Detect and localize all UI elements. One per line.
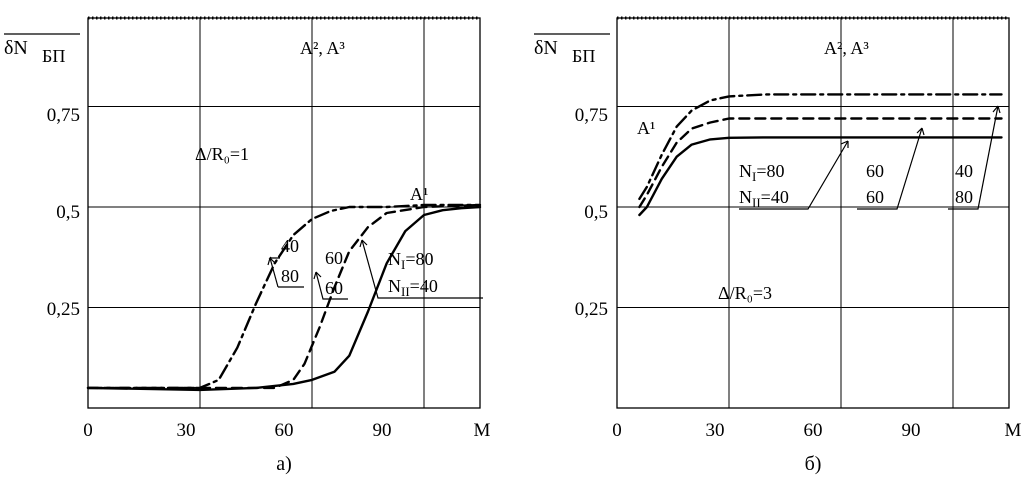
xtick-a-0: 0 bbox=[83, 420, 93, 441]
annotation-60a-a: 60 bbox=[325, 248, 343, 268]
panel-label-a: а) bbox=[276, 453, 292, 475]
annotation-a1-a: A¹ bbox=[410, 184, 428, 204]
xtick-b-30: 30 bbox=[706, 420, 725, 441]
panel-label-b: б) bbox=[805, 453, 822, 475]
ylabel-sub-a: БП bbox=[42, 46, 65, 66]
annotation-nii-b: NII=40 bbox=[739, 187, 789, 210]
xtick-b-90: 90 bbox=[902, 420, 921, 441]
arrow-60-a bbox=[313, 271, 322, 280]
ylabel-sub-b: БП bbox=[572, 46, 595, 66]
grid-a bbox=[87, 16, 481, 409]
xlabel-a: M bbox=[474, 420, 491, 441]
series-a bbox=[86, 203, 482, 392]
series-line-dashdot bbox=[86, 203, 482, 390]
annotation-60b-b: 60 bbox=[866, 187, 884, 207]
plot-frame bbox=[616, 17, 1010, 409]
xtick-a-90: 90 bbox=[373, 420, 392, 441]
ytick-b-05: 0,5 bbox=[584, 202, 608, 223]
arrow-4080-b bbox=[992, 105, 1001, 114]
series-line-dashed bbox=[86, 203, 482, 390]
annotation-60a-b: 60 bbox=[866, 161, 884, 181]
arrow-nin-a bbox=[359, 239, 368, 248]
annotation-ratio-b: Δ/R₀=3 bbox=[718, 283, 772, 303]
series-line-solid bbox=[86, 205, 482, 392]
arrow-60-b bbox=[916, 127, 925, 136]
ytick-a-025: 0,25 bbox=[47, 299, 80, 320]
annotation-ratio-a: Δ/R₀=1 bbox=[195, 144, 249, 164]
xtick-a-60: 60 bbox=[275, 420, 294, 441]
annotation-a1-b: A¹ bbox=[637, 118, 655, 138]
annotation-80-b: 80 bbox=[955, 187, 973, 207]
ytick-b-075: 0,75 bbox=[575, 105, 608, 126]
series-line-solid bbox=[638, 136, 1003, 217]
panel-a: δN БП 0,25 0,5 0,75 0 30 60 90 M A², A³ … bbox=[4, 16, 491, 475]
leader-60-a bbox=[315, 271, 348, 300]
panel-b: δN БП 0,25 0,5 0,75 0 30 60 90 M A², A³ … bbox=[534, 16, 1022, 475]
annotation-ni-a: NI=80 bbox=[388, 249, 434, 272]
series-line-dashed bbox=[638, 117, 1003, 209]
leader-4080-b bbox=[948, 105, 999, 210]
annotation-40-b: 40 bbox=[955, 161, 973, 181]
xtick-b-0: 0 bbox=[612, 420, 622, 441]
ytick-a-075: 0,75 bbox=[47, 105, 80, 126]
xtick-a-30: 30 bbox=[177, 420, 196, 441]
arrow-nin-b bbox=[840, 140, 849, 148]
annotation-nii-a: NII=40 bbox=[388, 276, 438, 299]
plot-frame bbox=[87, 17, 481, 409]
xtick-b-60: 60 bbox=[804, 420, 823, 441]
ylabel-a: δN bbox=[4, 37, 28, 59]
annotation-ni-b: NI=80 bbox=[739, 161, 785, 184]
series-b bbox=[638, 93, 1003, 217]
annotation-60b-a: 60 bbox=[325, 278, 343, 298]
annotation-a2a3-a: A², A³ bbox=[300, 38, 345, 58]
leader-40-80-a bbox=[269, 257, 279, 288]
annotation-40-a: 40 bbox=[281, 236, 299, 256]
ytick-a-05: 0,5 bbox=[56, 202, 80, 223]
leader-nin-a bbox=[361, 239, 483, 299]
annotation-80-a: 80 bbox=[281, 266, 299, 286]
leader-nin-b bbox=[739, 140, 849, 210]
leader-60-b bbox=[857, 127, 923, 210]
ytick-b-025: 0,25 bbox=[575, 299, 608, 320]
series-line-dashdot bbox=[638, 93, 1003, 201]
xlabel-b: M bbox=[1005, 420, 1022, 441]
grid-b bbox=[616, 16, 1010, 409]
annotation-a2a3-b: A², A³ bbox=[824, 38, 869, 58]
ylabel-b: δN bbox=[534, 37, 558, 59]
arrow-40-a bbox=[267, 257, 276, 266]
